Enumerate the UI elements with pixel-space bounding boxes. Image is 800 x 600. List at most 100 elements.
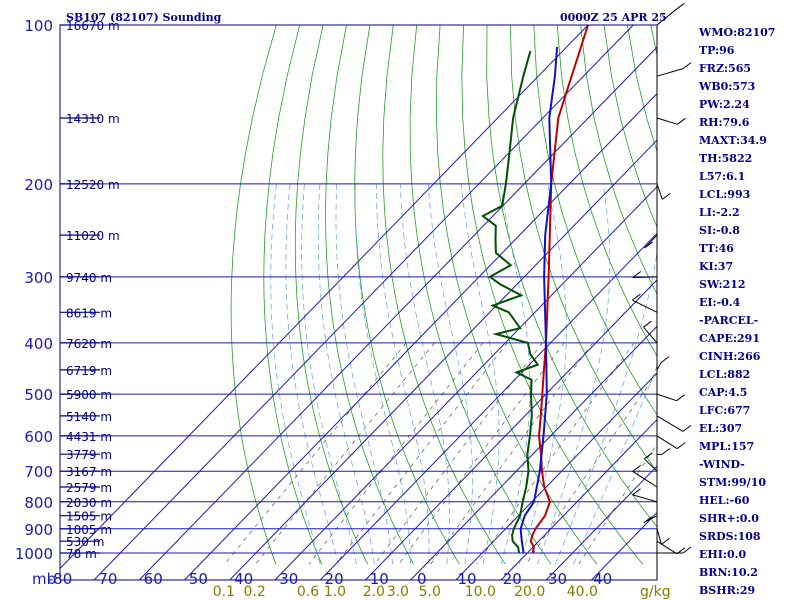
index-value: EHI:0.0 — [699, 548, 746, 561]
dry-adiabat — [510, 25, 657, 473]
wind-barb — [632, 470, 658, 488]
height-label: 8619 m — [66, 306, 112, 320]
wind-barb-flag — [676, 442, 686, 450]
mixing-ratio-label: 40.0 — [567, 584, 598, 600]
dry-adiabat — [486, 25, 657, 528]
height-label: 530 m — [66, 535, 104, 549]
index-value: SRDS:108 — [699, 530, 761, 543]
mixing-ratio-line — [430, 342, 594, 565]
wind-barb-flag — [632, 293, 641, 301]
pressure-tick-label: 900 — [24, 521, 53, 539]
wind-barb-flag — [643, 516, 653, 523]
moist-adiabat — [427, 183, 473, 565]
wind-barb-flag — [676, 394, 685, 402]
dry-adiabat — [409, 25, 552, 565]
index-value: LCL:882 — [699, 368, 750, 381]
index-value: MAXT:34.9 — [699, 134, 767, 147]
wind-barb-flag — [661, 538, 670, 545]
index-value: KI:37 — [699, 260, 733, 273]
wind-barb — [632, 299, 658, 313]
temperature-tick-label: -50 — [183, 570, 208, 588]
index-value: STM:99/10 — [699, 476, 766, 489]
mixing-ratio-line — [374, 342, 543, 565]
index-value: RH:79.6 — [699, 116, 750, 129]
wind-barb — [643, 326, 658, 344]
height-label: 5900 m — [66, 388, 112, 402]
index-value: FRZ:565 — [699, 62, 751, 75]
isotherm — [455, 372, 657, 580]
height-label: 3167 m — [66, 465, 112, 479]
index-value: L57:6.1 — [699, 170, 745, 183]
wind-barb — [656, 540, 678, 555]
moist-adiabat — [335, 183, 393, 565]
height-label: 14310 m — [66, 112, 120, 126]
wind-barb-flag — [643, 452, 653, 460]
height-label: 11020 m — [66, 229, 120, 243]
mixing-ratio-unit-label: g/kg — [640, 584, 671, 600]
wind-barb — [656, 435, 678, 450]
wind-barb — [656, 8, 677, 26]
index-value: -WIND- — [699, 458, 745, 471]
pressure-tick-label: 700 — [24, 463, 53, 481]
index-value: MPL:157 — [699, 440, 754, 453]
dry-adiabat — [580, 25, 657, 295]
index-value: SW:212 — [699, 278, 746, 291]
wind-barb — [643, 458, 658, 472]
dry-adiabat — [533, 25, 657, 416]
wind-barb — [656, 117, 678, 125]
moist-adiabat — [500, 183, 531, 565]
dry-adiabat — [230, 25, 277, 565]
index-value: -PARCEL- — [699, 314, 758, 327]
pressure-tick-label: 500 — [24, 386, 53, 404]
temperature-tick-label: 0 — [417, 570, 427, 588]
wind-barb-flag — [677, 117, 686, 125]
profile-line-1 — [481, 50, 540, 554]
mixing-ratio-label: 2.0 — [363, 584, 385, 600]
height-label: 5140 m — [66, 410, 112, 424]
temperature-tick-label: 10 — [457, 570, 476, 588]
mixing-ratio-label: 1.0 — [324, 584, 346, 600]
temperature-tick-label: 30 — [548, 570, 567, 588]
height-label: 1005 m — [66, 523, 112, 537]
height-label: 7620 m — [66, 337, 112, 351]
mixing-ratio-line — [224, 342, 407, 565]
moist-adiabat — [518, 183, 567, 565]
mixing-ratio-label: 20.0 — [514, 584, 545, 600]
mixing-ratio-label: 0.2 — [244, 584, 266, 600]
dry-adiabat — [354, 25, 460, 565]
mixing-ratio-label: 0.6 — [297, 584, 319, 600]
wind-barb — [656, 415, 684, 432]
index-value: EI:-0.4 — [699, 296, 741, 309]
height-label: 2030 m — [66, 496, 112, 510]
mixing-ratio-line — [335, 342, 508, 565]
time-label: 0000Z 25 APR 25 — [560, 11, 667, 24]
wind-barb — [656, 528, 662, 545]
wind-barb-flag — [682, 546, 692, 554]
mixing-ratio-label: 3.0 — [387, 584, 409, 600]
moist-adiabat — [301, 183, 357, 565]
mixing-ratio-line — [578, 443, 657, 565]
moist-adiabat — [285, 183, 339, 565]
mixing-ratio-label: 5.0 — [419, 584, 441, 600]
pressure-tick-label: 800 — [24, 494, 53, 512]
pressure-unit-label: mb — [32, 570, 56, 588]
temperature-tick-label: -60 — [138, 570, 163, 588]
height-label: 1505 m — [66, 510, 112, 524]
temperature-tick-label: -30 — [274, 570, 299, 588]
height-label: 2579 m — [66, 481, 112, 495]
index-value: CINH:266 — [699, 350, 761, 363]
index-value: WB0:573 — [698, 80, 755, 93]
wind-barb — [632, 276, 658, 278]
dry-adiabat — [294, 25, 369, 565]
pressure-tick-label: 600 — [24, 428, 53, 446]
index-value: BSHR:29 — [699, 584, 755, 597]
height-label: 4431 m — [66, 430, 112, 444]
index-value: WMO:82107 — [698, 26, 775, 39]
index-value: HEL:-60 — [699, 494, 750, 507]
wind-barb-flag — [661, 448, 671, 455]
pressure-tick-label: 300 — [24, 269, 53, 287]
dry-adiabat — [325, 25, 414, 565]
profile-line-0 — [529, 25, 589, 554]
index-value: PW:2.24 — [699, 98, 750, 111]
